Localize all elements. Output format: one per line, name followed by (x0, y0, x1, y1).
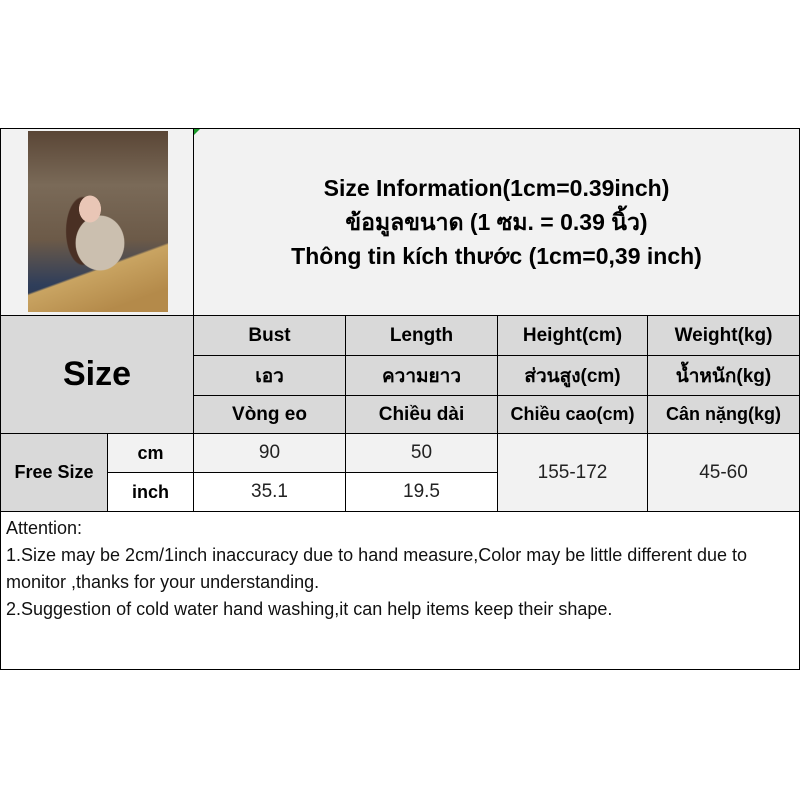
bust-inch: 35.1 (193, 472, 346, 512)
unit-inch: inch (107, 472, 194, 512)
attention-note-1: 1.Size may be 2cm/1inch inaccuracy due t… (6, 545, 748, 592)
size-header: Size (0, 315, 194, 434)
bust-cm: 90 (193, 433, 346, 473)
title-th: ข้อมูลขนาด (1 ซม. = 0.39 นิ้ว) (345, 209, 648, 235)
size-name-cell: Free Size (0, 433, 108, 512)
length-inch: 19.5 (345, 472, 498, 512)
unit-cm: cm (107, 433, 194, 473)
col-header-bust-en: Bust (193, 315, 346, 356)
cell-comment-marker-icon (194, 129, 200, 135)
col-header-length-vi: Chiều dài (345, 395, 498, 434)
title-en: Size Information(1cm=0.39inch) (323, 175, 670, 201)
col-header-weight-en: Weight(kg) (647, 315, 800, 356)
attention-note-2: 2.Suggestion of cold water hand washing,… (6, 599, 613, 619)
title-vi: Thông tin kích thước (1cm=0,39 inch) (291, 243, 702, 269)
col-header-height-th: ส่วนสูง(cm) (497, 355, 648, 396)
col-header-bust-th: เอว (193, 355, 346, 396)
height-range: 155-172 (497, 433, 648, 512)
col-header-weight-vi: Cân nặng(kg) (647, 395, 800, 434)
col-header-weight-th: น้ำหนัก(kg) (647, 355, 800, 396)
product-photo (28, 131, 168, 312)
title-cell: Size Information(1cm=0.39inch) ข้อมูลขนา… (193, 128, 800, 316)
attention-notes: Attention: 1.Size may be 2cm/1inch inacc… (0, 511, 800, 670)
col-header-height-vi: Chiều cao(cm) (497, 395, 648, 434)
weight-range: 45-60 (647, 433, 800, 512)
col-header-length-th: ความยาว (345, 355, 498, 396)
length-cm: 50 (345, 433, 498, 473)
col-header-height-en: Height(cm) (497, 315, 648, 356)
attention-heading: Attention: (6, 518, 83, 538)
col-header-length-en: Length (345, 315, 498, 356)
col-header-bust-vi: Vòng eo (193, 395, 346, 434)
